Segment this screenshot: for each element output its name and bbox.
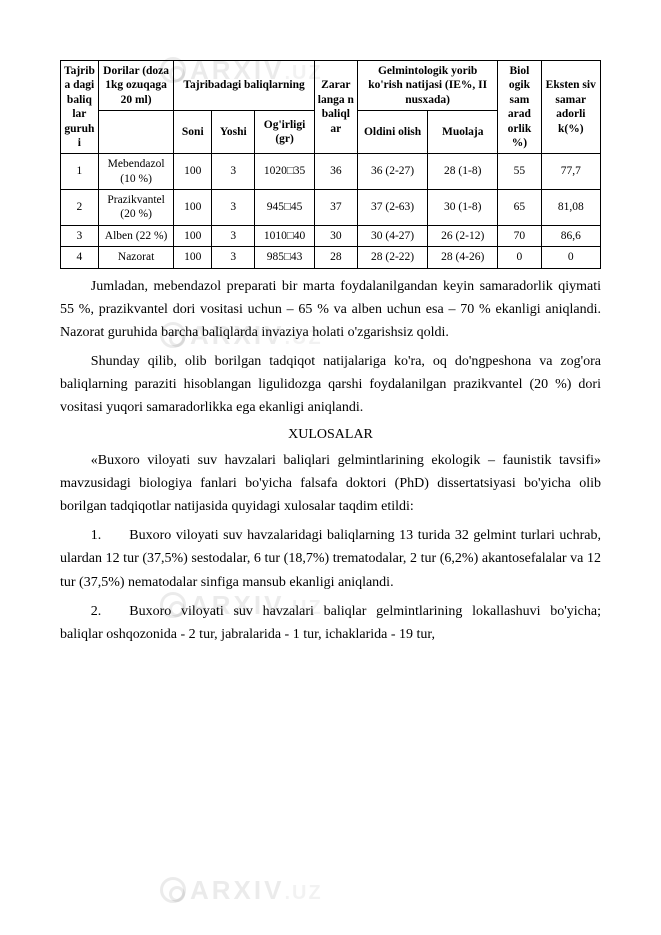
cell-soni: 100 (174, 225, 212, 246)
cell-zarar: 36 (314, 154, 357, 190)
cell-drug: Nazorat (98, 247, 174, 268)
th-infected: Zarar langa n baliql ar (314, 61, 357, 154)
paragraph-4: 1. Buxoro viloyati suv havzalaridagi bal… (60, 524, 601, 593)
cell-n: 2 (61, 190, 99, 226)
cell-bio: 65 (498, 190, 541, 226)
cell-muolaja: 26 (2-12) (428, 225, 498, 246)
section-heading: XULOSALAR (60, 427, 601, 443)
th-drug-blank (98, 111, 174, 154)
paragraph-1: Jumladan, mebendazol preparati bir marta… (60, 275, 601, 344)
cell-ext: 77,7 (541, 154, 600, 190)
th-drug: Dorilar (doza 1kg ozuqaga 20 ml) (98, 61, 174, 111)
cell-n: 1 (61, 154, 99, 190)
cell-yoshi: 3 (212, 247, 255, 268)
cell-muolaja: 30 (1-8) (428, 190, 498, 226)
table-row: 4Nazorat1003985□432828 (2-22)28 (4-26)00 (61, 247, 601, 268)
th-count: Soni (174, 111, 212, 154)
cell-oldini: 37 (2-63) (357, 190, 427, 226)
th-group: Tajriba dagi baliq lar guruhi (61, 61, 99, 154)
cell-drug: Mebendazol (10 %) (98, 154, 174, 190)
cell-ogirligi: 945□45 (255, 190, 314, 226)
cell-n: 3 (61, 225, 99, 246)
cell-bio: 0 (498, 247, 541, 268)
cell-bio: 55 (498, 154, 541, 190)
table-header: Tajriba dagi baliq lar guruhi Dorilar (d… (61, 61, 601, 154)
cell-n: 4 (61, 247, 99, 268)
cell-ext: 0 (541, 247, 600, 268)
table-row: 2Prazikvantel (20 %)1003945□453737 (2-63… (61, 190, 601, 226)
watermark-brand: ARXIV (190, 875, 284, 905)
th-before: Oldini olish (357, 111, 427, 154)
cell-ogirligi: 1010□40 (255, 225, 314, 246)
th-treat: Muolaja (428, 111, 498, 154)
cell-bio: 70 (498, 225, 541, 246)
th-ext: Eksten siv samar adorli k(%) (541, 61, 600, 154)
chain-link-icon (160, 877, 186, 903)
cell-yoshi: 3 (212, 190, 255, 226)
paragraph-5: 2. Buxoro viloyati suv havzalari baliqla… (60, 600, 601, 646)
cell-yoshi: 3 (212, 154, 255, 190)
cell-ext: 81,08 (541, 190, 600, 226)
experiment-table: Tajriba dagi baliq lar guruhi Dorilar (d… (60, 60, 601, 269)
table-row: 1Mebendazol (10 %)10031020□353636 (2-27)… (61, 154, 601, 190)
th-weight: Og'irligi (gr) (255, 111, 314, 154)
th-bio: Biol ogik sam arad orlik %) (498, 61, 541, 154)
cell-zarar: 37 (314, 190, 357, 226)
table-body: 1Mebendazol (10 %)10031020□353636 (2-27)… (61, 154, 601, 268)
cell-zarar: 28 (314, 247, 357, 268)
cell-oldini: 36 (2-27) (357, 154, 427, 190)
cell-ogirligi: 1020□35 (255, 154, 314, 190)
cell-yoshi: 3 (212, 225, 255, 246)
th-tests: Tajribadagi baliqlarning (174, 61, 314, 111)
cell-soni: 100 (174, 247, 212, 268)
cell-ogirligi: 985□43 (255, 247, 314, 268)
th-helminth: Gelmintologik yorib ko'rish natijasi (IE… (357, 61, 497, 111)
cell-soni: 100 (174, 154, 212, 190)
watermark-suffix: .UZ (284, 882, 322, 904)
document-page: ARXIV.UZARXIV.UZARXIV.UZARXIV.UZ Tajriba… (0, 0, 661, 935)
cell-oldini: 30 (4-27) (357, 225, 427, 246)
cell-zarar: 30 (314, 225, 357, 246)
cell-drug: Prazikvantel (20 %) (98, 190, 174, 226)
cell-oldini: 28 (2-22) (357, 247, 427, 268)
cell-ext: 86,6 (541, 225, 600, 246)
cell-muolaja: 28 (4-26) (428, 247, 498, 268)
cell-soni: 100 (174, 190, 212, 226)
watermark: ARXIV.UZ (160, 875, 323, 906)
th-age: Yoshi (212, 111, 255, 154)
cell-drug: Alben (22 %) (98, 225, 174, 246)
table-row: 3Alben (22 %)10031010□403030 (4-27)26 (2… (61, 225, 601, 246)
paragraph-2: Shunday qilib, olib borilgan tadqiqot na… (60, 350, 601, 419)
paragraph-3: «Buxoro viloyati suv havzalari baliqlari… (60, 449, 601, 518)
cell-muolaja: 28 (1-8) (428, 154, 498, 190)
